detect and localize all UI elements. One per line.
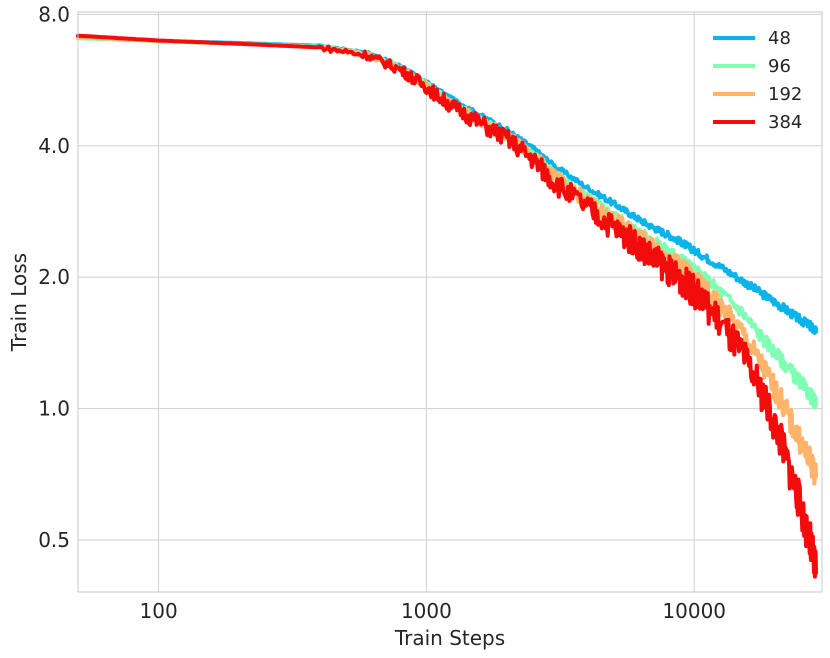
x-tick-label: 100 (140, 599, 178, 623)
y-tick-label: 1.0 (38, 397, 70, 421)
y-axis-label: Train Loss (7, 253, 31, 352)
legend-label: 384 (768, 112, 802, 133)
x-axis-label: Train Steps (394, 626, 505, 650)
y-tick-label: 2.0 (38, 265, 70, 289)
series-line-384 (76, 33, 818, 579)
tick-labels: 100 1000 10000 0.5 1.0 2.0 4.0 8.0 (38, 2, 726, 623)
series-lines (76, 33, 818, 579)
y-tick-label: 0.5 (38, 528, 70, 552)
x-tick-label: 10000 (662, 599, 726, 623)
y-tick-label: 4.0 (38, 134, 70, 158)
legend-label: 192 (768, 84, 802, 105)
plot-frame (77, 11, 823, 593)
y-tick-label: 8.0 (38, 2, 70, 26)
grid (78, 12, 822, 592)
legend: 48 96 192 384 (713, 28, 802, 133)
legend-label: 48 (768, 28, 791, 49)
legend-label: 96 (768, 56, 791, 77)
x-tick-label: 1000 (401, 599, 452, 623)
